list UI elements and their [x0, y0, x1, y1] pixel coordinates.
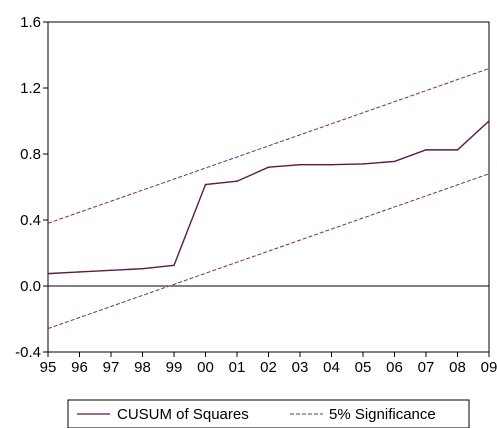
x-tick-label: 05	[355, 359, 372, 376]
cusum-point	[78, 271, 81, 273]
cusum-point	[330, 163, 333, 166]
cusum-point	[456, 149, 459, 151]
cusum-point	[141, 267, 144, 270]
legend-label-cusum: CUSUM of Squares	[117, 406, 249, 423]
y-tick-label: 0.8	[20, 146, 41, 163]
x-tick-label: 01	[229, 359, 246, 376]
y-tick-label: -0.4	[15, 344, 41, 361]
cusum-point	[362, 163, 364, 165]
legend-label-significance: 5% Significance	[329, 406, 436, 423]
cusum-point	[393, 160, 396, 163]
cusum-point	[425, 149, 427, 151]
x-tick-label: 97	[103, 359, 120, 376]
cusum-point	[236, 180, 238, 183]
cusum-point	[267, 166, 270, 168]
cusum-point	[299, 163, 301, 166]
x-tick-label: 04	[323, 359, 340, 376]
x-tick-label: 06	[386, 359, 403, 376]
cusum-point	[204, 183, 207, 186]
x-tick-label: 95	[40, 359, 57, 376]
y-tick-label: 1.6	[20, 14, 41, 31]
significance-band-lower	[47, 173, 490, 330]
y-tick-label: 0.4	[20, 212, 41, 229]
x-tick-label: 08	[449, 359, 466, 376]
y-tick-label: 1.2	[20, 80, 41, 97]
x-tick-label: 09	[481, 359, 497, 376]
x-tick-label: 96	[71, 359, 88, 376]
cusum-point	[488, 120, 490, 122]
x-tick-label: 98	[134, 359, 151, 376]
cusum-point	[173, 264, 175, 267]
x-tick-label: 07	[418, 359, 435, 376]
significance-band-upper	[47, 68, 490, 224]
y-tick-label: 0.0	[20, 278, 41, 295]
x-tick-label: 00	[197, 359, 214, 376]
cusum-point	[110, 269, 112, 272]
x-tick-label: 02	[260, 359, 277, 376]
plot-frame	[47, 21, 490, 353]
legend: CUSUM of Squares 5% Significance	[67, 399, 470, 428]
x-tick-label: 99	[166, 359, 183, 376]
x-tick-label: 03	[292, 359, 309, 376]
cusum-point	[47, 272, 49, 275]
legend-box	[67, 399, 470, 428]
